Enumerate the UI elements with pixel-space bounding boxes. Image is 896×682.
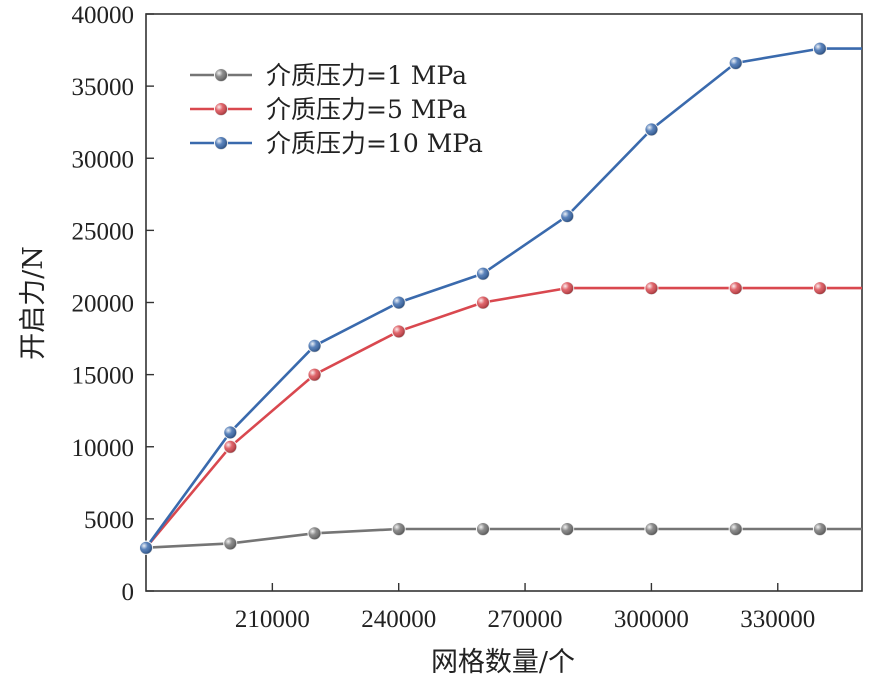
data-point-shine (476, 267, 490, 281)
legend-label: 介质压力=1 MPa (266, 61, 467, 90)
data-point (812, 41, 827, 56)
legend-swatch-shine (214, 68, 228, 82)
y-tick-label: 25000 (72, 218, 135, 245)
x-tick-label: 330000 (740, 606, 815, 633)
y-tick-label: 0 (122, 579, 135, 606)
data-point (812, 281, 827, 296)
data-point-shine (560, 209, 574, 223)
y-tick-label: 10000 (72, 435, 135, 462)
data-point-shine (560, 522, 574, 536)
y-tick-label: 5000 (84, 507, 134, 534)
data-point-shine (813, 42, 827, 56)
data-point (307, 526, 322, 541)
data-point-shine (223, 425, 237, 439)
data-point-shine (307, 526, 321, 540)
data-point-shine (813, 281, 827, 295)
data-point-shine (729, 281, 743, 295)
data-point (223, 425, 238, 440)
legend-item: 介质压力=1 MPa (190, 61, 467, 90)
data-point (391, 324, 406, 339)
data-point (391, 521, 406, 536)
data-point-shine (644, 281, 658, 295)
data-point-shine (644, 522, 658, 536)
data-point-shine (644, 122, 658, 136)
legend-swatch-shine (214, 102, 228, 116)
data-point (475, 521, 490, 536)
data-point (391, 295, 406, 310)
data-point-shine (307, 339, 321, 353)
legend-item: 介质压力=10 MPa (190, 129, 483, 158)
data-point (139, 540, 153, 555)
data-point-shine (223, 536, 237, 550)
data-point (812, 521, 827, 536)
data-point-shine (476, 296, 490, 309)
x-tick-label: 270000 (488, 606, 563, 633)
data-point-shine (729, 522, 743, 536)
y-tick-label: 40000 (72, 2, 135, 29)
data-point (475, 266, 490, 281)
data-point (644, 521, 659, 536)
legend-item: 介质压力=5 MPa (190, 95, 467, 124)
data-point-shine (139, 541, 153, 555)
y-axis-title: 开启力/N (18, 246, 49, 360)
data-point (475, 295, 490, 310)
y-tick-label: 15000 (72, 363, 135, 390)
y-tick-label: 20000 (72, 291, 135, 318)
data-point-shine (560, 281, 574, 295)
legend: 介质压力=1 MPa 介质压力=5 MPa 介质压力=10 MPa (190, 61, 483, 158)
data-point-shine (392, 522, 406, 536)
x-axis-title: 网格数量/个 (431, 647, 575, 678)
data-point (644, 122, 659, 137)
legend-label: 介质压力=5 MPa (266, 95, 467, 124)
data-point (644, 281, 659, 296)
data-point-shine (392, 296, 406, 309)
data-point (307, 367, 322, 382)
data-point (560, 208, 575, 223)
x-tick-label: 240000 (361, 606, 436, 633)
series-line (145, 286, 862, 549)
series-line (145, 527, 862, 549)
data-point-shine (476, 522, 490, 536)
plot-frame (145, 13, 863, 592)
legend-swatch-shine (214, 136, 228, 150)
data-point (560, 521, 575, 536)
data-point (728, 56, 743, 71)
data-point (223, 536, 238, 551)
data-point-shine (307, 368, 321, 382)
y-tick-label: 30000 (72, 146, 135, 173)
x-tick-label: 210000 (235, 606, 310, 633)
data-point (728, 521, 743, 536)
data-point (560, 281, 575, 296)
data-point (223, 439, 238, 454)
x-tick-label: 300000 (614, 606, 689, 633)
legend-label: 介质压力=10 MPa (266, 129, 483, 158)
series-layer (139, 41, 862, 555)
data-point-shine (729, 56, 743, 70)
series-line (144, 47, 862, 549)
y-tick-label: 35000 (72, 74, 135, 101)
data-point-shine (223, 440, 237, 454)
data-point (307, 338, 322, 353)
axes-layer: 0 5000 10000 15000 20000 25000 30000 35000 40000… (72, 2, 863, 633)
data-point-shine (813, 522, 827, 536)
data-point (728, 281, 743, 296)
data-point-shine (392, 324, 406, 338)
